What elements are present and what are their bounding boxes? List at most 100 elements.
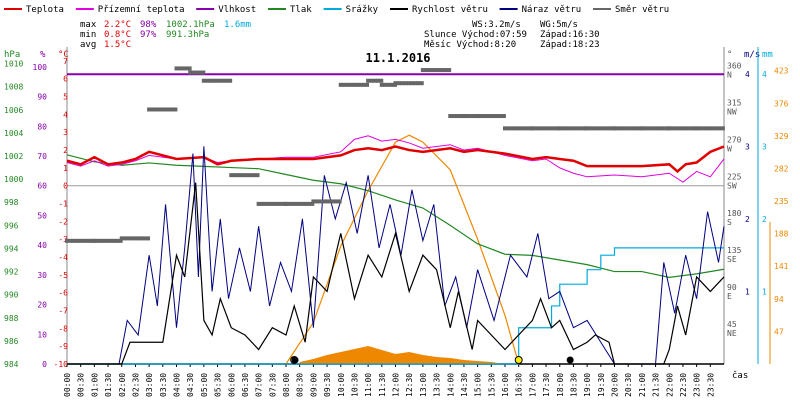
wind-direction-point: [561, 126, 566, 131]
tick-time: 06:30: [241, 373, 250, 397]
legend-label-6: Náraz větru: [522, 5, 582, 15]
tick-time: 07:00: [255, 373, 264, 397]
stats-min-hum: 97%: [140, 30, 157, 40]
wind-direction-point: [181, 66, 186, 71]
tick-solar: 47: [774, 327, 784, 336]
tick-time: 18:30: [569, 373, 578, 397]
wind-direction-point: [337, 199, 342, 204]
tick-hpa: 986: [4, 337, 19, 346]
wind-direction-point: [300, 201, 305, 206]
wind-direction-point: [608, 126, 613, 131]
wind-direction-point: [495, 114, 500, 119]
wind-direction-point: [358, 82, 363, 87]
wind-direction-point: [126, 236, 131, 241]
wind-direction-point: [594, 126, 599, 131]
tick-hpa: 994: [4, 244, 19, 253]
wind-direction-point: [488, 114, 493, 119]
wind-direction-point: [372, 78, 377, 83]
wind-direction-point: [166, 107, 171, 112]
stats-block: max 2.2°C 98% 1002.1hPa 1.6mm min 0.8°C …: [80, 20, 251, 50]
info-mesic-zapad: Západ:18:23: [540, 40, 600, 50]
tick-temp: 2: [63, 146, 68, 155]
wind-direction-point: [420, 68, 425, 73]
wind-direction-point: [383, 82, 388, 87]
tick-temp: 7: [63, 57, 68, 66]
legend-label-0: Teplota: [26, 5, 64, 15]
wind-direction-point: [201, 78, 206, 83]
wind-direction-point: [427, 68, 432, 73]
wind-direction-point: [501, 114, 506, 119]
wind-direction-point: [255, 173, 260, 178]
axis-label-rain: mm: [762, 50, 773, 60]
wind-direction-point: [570, 126, 575, 131]
wind-direction-point: [448, 114, 453, 119]
stats-max-press: 1002.1hPa: [166, 20, 215, 30]
plot-area: [65, 66, 725, 365]
stats-avg-temp: 1.5°C: [104, 40, 131, 50]
tick-time: 19:30: [597, 373, 606, 397]
wind-direction-point: [163, 107, 168, 112]
wind-direction-point: [519, 126, 524, 131]
wind-direction-point: [430, 68, 435, 73]
wind-direction-point: [78, 238, 83, 243]
tick-temp: 5: [63, 93, 68, 102]
tick-dir-label: N: [727, 70, 732, 79]
tick-dir-deg: 45: [727, 320, 737, 329]
wind-direction-point: [92, 238, 97, 243]
wind-direction-point: [540, 126, 545, 131]
wind-direction-point: [65, 238, 69, 243]
tick-hum: 90: [37, 93, 47, 102]
wind-direction-point: [153, 107, 158, 112]
series-wind-speed: [67, 182, 725, 365]
wind-direction-point: [68, 238, 73, 243]
series-pressure: [66, 154, 725, 278]
legend-label-7: Směr větru: [615, 5, 669, 15]
tick-hpa: 1008: [4, 83, 23, 92]
tick-hum: 100: [33, 63, 48, 72]
tick-time: 16:30: [515, 373, 524, 397]
wind-direction-point: [550, 126, 555, 131]
tick-dir-label: SW: [727, 181, 737, 190]
wind-direction-point: [342, 82, 347, 87]
tick-time: 22:30: [679, 373, 688, 397]
tick-hpa: 988: [4, 314, 19, 323]
wind-direction-point: [628, 126, 633, 131]
wind-direction-point: [314, 199, 319, 204]
wind-direction-point: [711, 126, 716, 131]
wind-direction-point: [536, 126, 541, 131]
wind-direction-point: [458, 114, 463, 119]
axis-label-hum: %: [40, 50, 46, 60]
wind-direction-point: [139, 236, 144, 241]
tick-hum: 10: [37, 330, 47, 339]
tick-temp: -8: [58, 324, 68, 333]
tick-hpa: 1002: [4, 152, 23, 161]
tick-time: 23:00: [693, 373, 702, 397]
tick-hpa: 996: [4, 221, 19, 230]
tick-temp: 4: [63, 110, 68, 119]
wind-direction-point: [187, 66, 192, 71]
wind-direction-point: [409, 81, 414, 86]
wind-direction-point: [478, 114, 483, 119]
tick-time: 01:00: [90, 373, 99, 397]
wind-direction-point: [704, 126, 709, 131]
wind-direction-point: [680, 126, 685, 131]
tick-time: 13:00: [419, 373, 428, 397]
tick-time: 14:30: [460, 373, 469, 397]
tick-time: 13:30: [433, 373, 442, 397]
legend-label-4: Srážky: [346, 5, 379, 15]
wind-direction-point: [400, 81, 405, 86]
wind-direction-point: [646, 126, 651, 131]
axis-label-dir: °: [727, 50, 732, 60]
wind-direction-point: [482, 114, 487, 119]
wind-direction-point: [229, 173, 234, 178]
wind-direction-point: [71, 238, 76, 243]
wind-direction-point: [379, 78, 384, 83]
wind-direction-point: [174, 66, 179, 71]
wind-direction-point: [553, 126, 558, 131]
tick-hpa: 984: [4, 360, 19, 369]
wind-direction-point: [585, 126, 590, 131]
wind-direction-point: [118, 238, 123, 243]
wind-direction-point: [447, 68, 452, 73]
tick-rain: 3: [762, 142, 767, 151]
